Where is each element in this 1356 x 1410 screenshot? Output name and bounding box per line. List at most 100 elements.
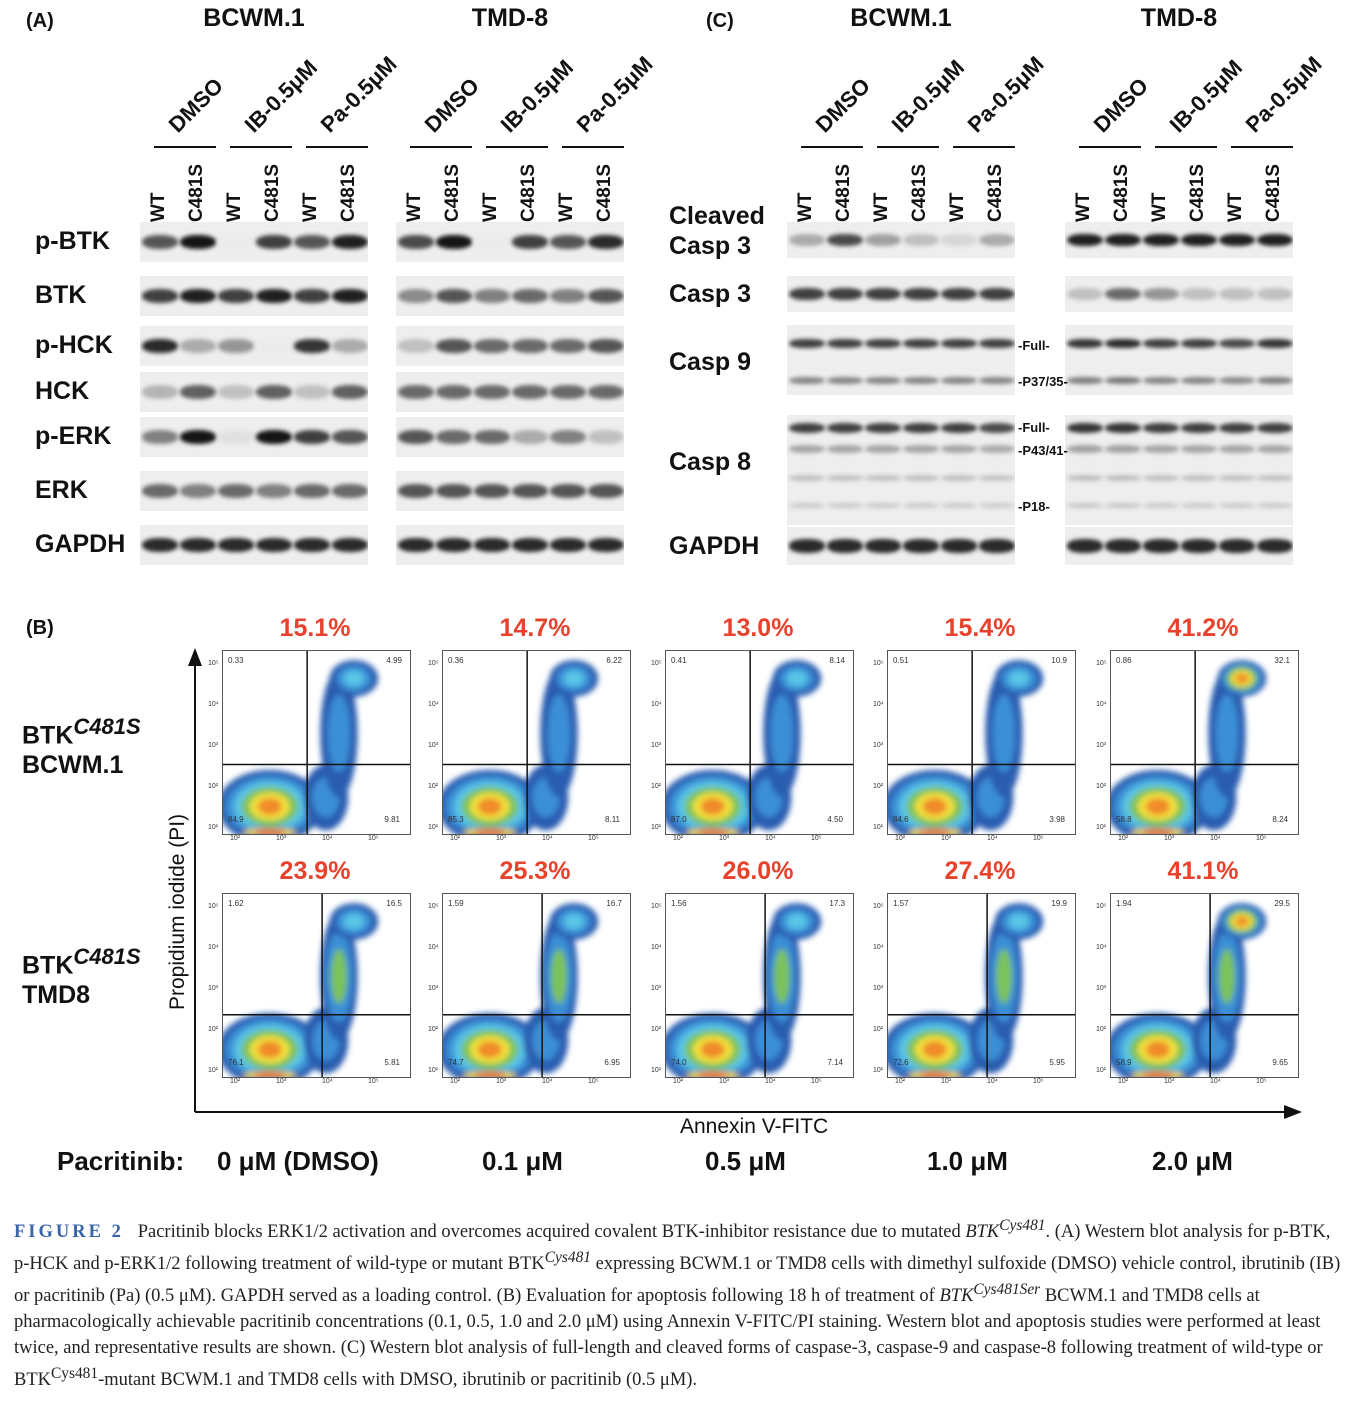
band: [903, 503, 939, 508]
y-tick-label: 10²: [208, 783, 219, 790]
band: [512, 289, 548, 303]
band: [398, 235, 434, 249]
y-tick-label: 10⁵: [1096, 903, 1107, 910]
c-blot-casp3-bcwm: [787, 276, 1015, 312]
x-tick-label: 10³: [496, 1078, 507, 1085]
band: [1257, 539, 1293, 553]
band: [865, 339, 901, 348]
band: [1105, 339, 1141, 348]
y-tick-label: 10³: [651, 742, 662, 749]
quadrant-value-ll: 74.0: [671, 1058, 687, 1067]
band: [1257, 377, 1293, 384]
x-tick-label: 10²: [1118, 1078, 1129, 1085]
density-contour: [1235, 673, 1249, 684]
density-plot: [1111, 651, 1298, 834]
band: [142, 235, 178, 249]
band: [865, 423, 901, 433]
density-contour: [253, 829, 286, 834]
a-tmd8-lane-label: WT: [480, 192, 501, 222]
band: [979, 287, 1015, 301]
x-tick-label: 10⁵: [811, 835, 822, 842]
c-tmd8-lane-label: C481S: [1111, 163, 1132, 222]
band: [588, 538, 624, 552]
x-tick-label: 10³: [1164, 1078, 1175, 1085]
band: [142, 484, 178, 498]
density-contour: [550, 948, 567, 1004]
a-tmd8-lane-label: C481S: [518, 163, 539, 222]
band: [979, 539, 1015, 553]
c-blot-casp3-tmd: [1065, 276, 1293, 312]
density-plot: [223, 894, 410, 1077]
y-tick-label: 10¹: [1096, 824, 1107, 831]
density-plot: [223, 651, 410, 834]
x-tick-label: 10⁴: [987, 1078, 998, 1085]
y-tick-label: 10¹: [651, 1067, 662, 1074]
band: [865, 445, 901, 453]
quadrant-value-lr: 4.50: [827, 815, 843, 824]
y-tick-label: 10²: [651, 783, 662, 790]
band: [1067, 539, 1103, 553]
band: [294, 538, 330, 552]
y-tick-label: 10¹: [428, 824, 439, 831]
a-tmd8-cell-line-title: TMD-8: [471, 4, 549, 32]
band: [941, 539, 977, 553]
band: [398, 430, 434, 444]
band: [903, 539, 939, 553]
density-contour: [1215, 694, 1239, 772]
y-tick-label: 10³: [873, 742, 884, 749]
band: [1219, 339, 1255, 348]
y-tick-label: 10⁵: [428, 903, 439, 910]
y-tick-label: 10¹: [873, 1067, 884, 1074]
c-tmd8-lane-label: WT: [1149, 192, 1170, 222]
band: [827, 539, 863, 553]
figure-caption: FIGURE 2 Pacritinib blocks ERK1/2 activa…: [14, 1217, 1341, 1391]
y-tick-label: 10⁵: [651, 903, 662, 910]
panel-c-label: (C): [706, 10, 734, 32]
band: [865, 475, 901, 481]
band: [789, 445, 825, 453]
band: [827, 287, 863, 301]
y-tick-label: 10⁵: [873, 660, 884, 667]
y-tick-label: 10¹: [1096, 1067, 1107, 1074]
flow-plot: 1.94 29.5 58.9 9.65: [1110, 893, 1299, 1078]
band: [1067, 503, 1103, 508]
x-tick-label: 10²: [230, 835, 241, 842]
c-tmd8-treatment-bar: [1079, 146, 1141, 148]
band: [142, 385, 178, 399]
band: [827, 503, 863, 508]
quadrant-value-lr: 5.95: [1049, 1058, 1065, 1067]
density-plot: [888, 651, 1075, 834]
band: [789, 475, 825, 481]
band: [550, 385, 586, 399]
band: [142, 339, 178, 353]
c-blot-casp9-bcwm: [787, 325, 1015, 395]
x-tick-label: 10³: [276, 1078, 287, 1085]
y-tick-label: 10⁵: [873, 903, 884, 910]
a-blot-bcwm: [140, 222, 368, 262]
band: [256, 385, 292, 399]
x-tick-label: 10³: [719, 1078, 730, 1085]
y-tick-label: 10¹: [428, 1067, 439, 1074]
band: [398, 385, 434, 399]
band: [1219, 287, 1255, 301]
band: [827, 475, 863, 481]
x-tick-label: 10⁴: [322, 1078, 333, 1085]
density-plot: [443, 894, 630, 1077]
band: [294, 235, 330, 249]
quadrant-value-ul: 1.62: [228, 899, 244, 908]
density-contour: [253, 1072, 286, 1077]
band: [474, 289, 510, 303]
x-tick-label: 10⁴: [1210, 835, 1221, 842]
band: [550, 339, 586, 353]
y-tick-label: 10⁴: [208, 944, 219, 951]
apoptosis-percent: 23.9%: [279, 857, 351, 885]
band: [941, 423, 977, 433]
a-bcwm-lane-label: WT: [148, 192, 169, 222]
quadrant-value-ll: 76.1: [228, 1058, 244, 1067]
quadrant-value-ur: 32.1: [1274, 656, 1290, 665]
band: [941, 339, 977, 348]
density-contour: [547, 694, 571, 772]
band: [550, 235, 586, 249]
y-tick-label: 10⁴: [873, 701, 884, 708]
quadrant-value-lr: 9.65: [1272, 1058, 1288, 1067]
